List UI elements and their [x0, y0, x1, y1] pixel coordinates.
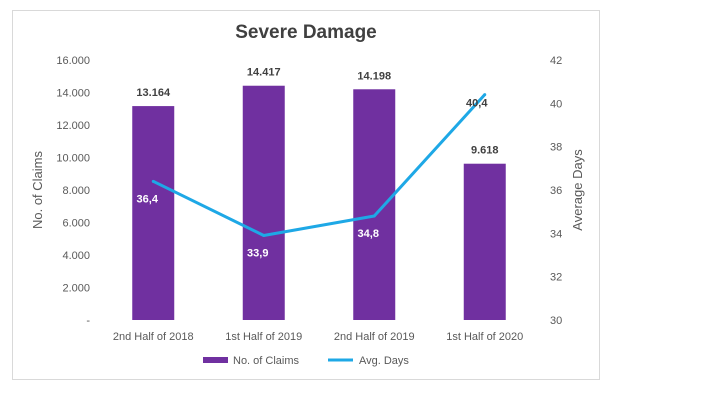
bar — [132, 106, 175, 321]
legend-claims-swatch — [203, 357, 228, 363]
bar-labels: 13.164 14.417 14.198 9.618 — [136, 67, 498, 157]
legend: No. of Claims Avg. Days — [203, 355, 409, 367]
avg-days-value-label: 33,9 — [247, 248, 268, 260]
bar-value-label: 14.198 — [357, 70, 391, 82]
x-axis-ticks: 2nd Half of 2018 1st Half of 2019 2nd Half… — [113, 331, 523, 343]
y-tick-label: 16.000 — [56, 55, 90, 67]
bar — [242, 85, 285, 320]
y-tick-label: 14.000 — [56, 88, 90, 100]
bars — [132, 85, 506, 321]
chart-title: Severe Damage — [235, 22, 377, 43]
y-tick-label: - — [86, 315, 90, 327]
y-tick-label: 8.000 — [62, 185, 90, 197]
y-axis-title: No. of Claims — [30, 150, 45, 229]
x-tick-label: 1st Half of 2019 — [225, 331, 302, 343]
avg-days-value-label: 40,4 — [466, 98, 488, 110]
y-tick-label: 12.000 — [56, 120, 90, 132]
avg-days-point — [151, 179, 155, 183]
y2-tick-label: 42 — [550, 55, 562, 67]
bar — [463, 163, 506, 320]
bar-value-label: 14.417 — [247, 67, 281, 79]
avg-days-value-label: 34,8 — [358, 228, 379, 240]
y2-tick-label: 32 — [550, 272, 562, 284]
y2-tick-label: 30 — [550, 315, 562, 327]
avg-days-point — [372, 214, 376, 218]
left-axis-ticks: - 2.000 4.000 6.000 8.000 10.000 12.000 14.000 1… — [56, 55, 90, 327]
legend-claims-label: No. of Claims — [233, 355, 300, 367]
y2-tick-label: 38 — [550, 142, 562, 154]
y2-tick-label: 34 — [550, 228, 562, 240]
y-tick-label: 6.000 — [62, 218, 90, 230]
bar — [353, 89, 396, 320]
y-tick-label: 4.000 — [62, 250, 90, 262]
y-tick-label: 2.000 — [62, 283, 90, 295]
x-tick-label: 2nd Half of 2018 — [113, 331, 194, 343]
y2-axis-title: Average Days — [570, 149, 585, 231]
line-labels: 36,4 33,9 34,8 40,4 — [137, 98, 489, 260]
x-tick-label: 1st Half of 2020 — [446, 331, 523, 343]
bar-value-label: 13.164 — [136, 87, 171, 99]
legend-avg-days-label: Avg. Days — [359, 355, 409, 367]
x-tick-label: 2nd Half of 2019 — [334, 331, 415, 343]
avg-days-line — [152, 93, 486, 237]
avg-days-line-layer — [151, 93, 487, 237]
avg-days-point — [262, 234, 266, 237]
avg-days-point — [483, 93, 487, 97]
bar-value-label: 9.618 — [471, 145, 499, 157]
avg-days-value-label: 36,4 — [137, 193, 159, 205]
right-axis-ticks: 30 32 34 36 38 40 42 — [550, 55, 562, 327]
y2-tick-label: 36 — [550, 185, 562, 197]
y-tick-label: 10.000 — [56, 153, 90, 165]
y2-tick-label: 40 — [550, 98, 562, 110]
